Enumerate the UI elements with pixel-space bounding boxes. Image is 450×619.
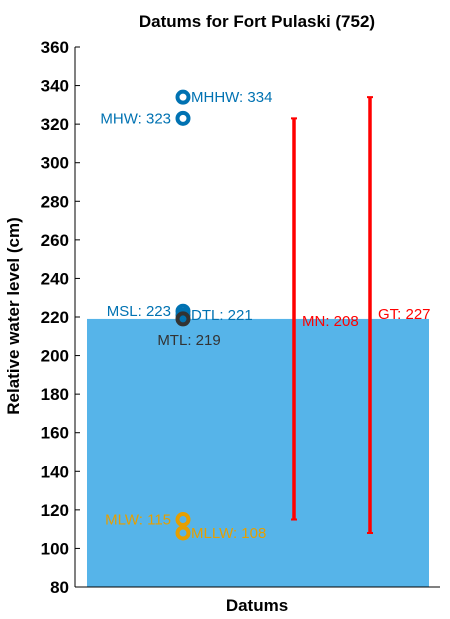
plot-area: 80 100 120 140 160 180 200 220 240 260 280 300 320 34…	[41, 38, 440, 597]
y-tick-label: 80	[50, 578, 69, 597]
y-tick-label: 320	[41, 115, 69, 134]
range-label: MN: 208	[302, 313, 359, 330]
y-tick-label: 240	[41, 269, 69, 288]
y-tick-label: 360	[41, 38, 69, 57]
datum-point	[175, 512, 191, 527]
datum-label: MTL: 219	[157, 332, 220, 349]
datum-label: MHHW: 334	[191, 89, 272, 106]
datum-label: MHW: 323	[100, 110, 171, 127]
x-axis-label: Datums	[226, 596, 288, 615]
y-tick-label: 160	[41, 424, 69, 443]
datum-point	[175, 110, 191, 126]
y-tick-label: 180	[41, 385, 69, 404]
y-tick-label: 140	[41, 462, 69, 481]
y-tick-label: 300	[41, 154, 69, 173]
datum-label: MSL: 223	[107, 303, 171, 320]
chart-title: Datums for Fort Pulaski (752)	[139, 12, 375, 31]
y-tick-label: 220	[41, 308, 69, 327]
datum-label: MLW: 115	[105, 512, 171, 529]
y-tick-label: 260	[41, 231, 69, 250]
y-tick-label: 120	[41, 501, 69, 520]
water-level-fill	[87, 318, 429, 587]
datum-label: MLLW: 108	[191, 525, 266, 542]
y-tick-label: 280	[41, 192, 69, 211]
range-label: GT: 227	[378, 306, 431, 323]
datum-point	[175, 89, 191, 105]
datum-label: DTL: 221	[191, 307, 253, 324]
y-tick-label: 100	[41, 539, 69, 558]
datum-point	[175, 525, 191, 541]
y-axis-label: Relative water level (cm)	[4, 217, 23, 414]
datum-point	[175, 311, 191, 327]
y-tick-label: 340	[41, 77, 69, 96]
y-tick-label: 200	[41, 347, 69, 366]
